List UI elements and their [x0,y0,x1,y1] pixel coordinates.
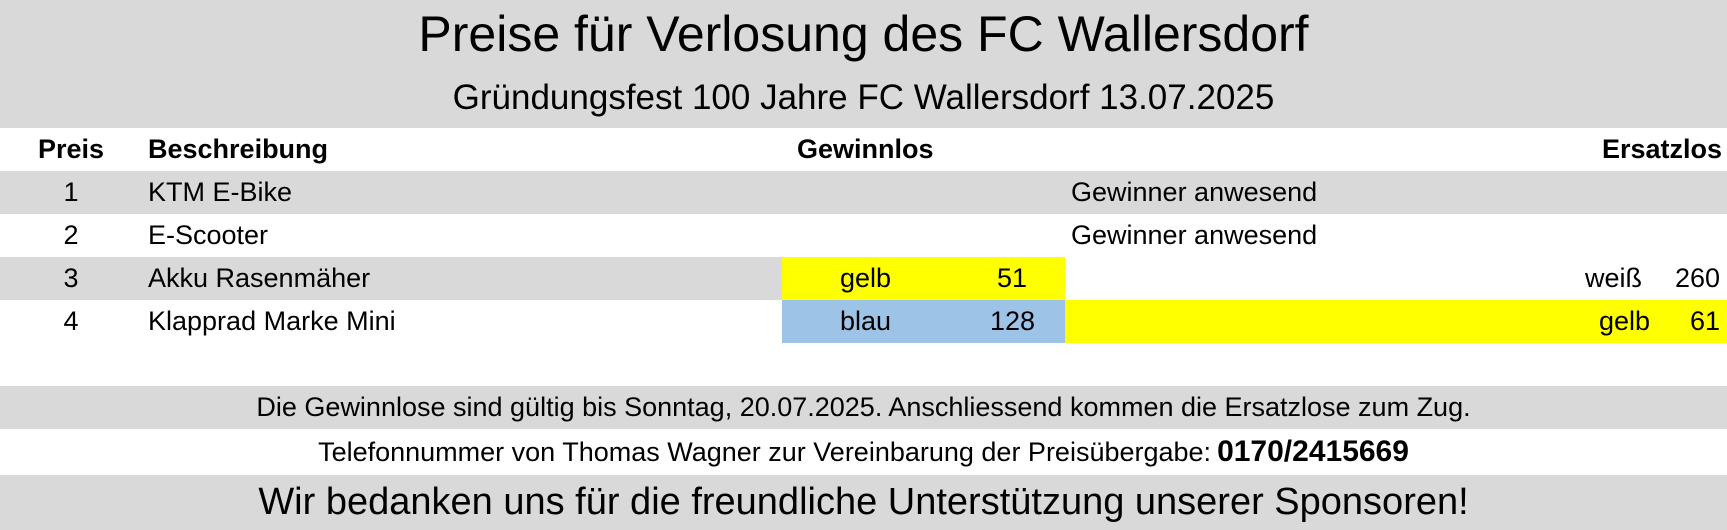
phone-line: Telefonnummer von Thomas Wagner zur Vere… [0,429,1727,475]
sponsor-thanks: Wir bedanken uns für die freundliche Unt… [0,475,1727,530]
phone-number: 0170/2415669 [1217,435,1409,468]
header-preis: Preis [37,134,105,164]
page-subtitle: Gründungsfest 100 Jahre FC Wallersdorf 1… [0,68,1727,128]
row-beschreibung: Akku Rasenmäher [148,263,371,293]
gewinnlos-cell: blau 128 [782,300,1065,343]
row-status: Gewinner anwesend [1071,220,1318,250]
ersatzlos-cell: gelb 61 [1065,300,1727,343]
header-gewinnlos: Gewinnlos [797,134,934,164]
row-status: Gewinner anwesend [1071,177,1318,207]
phone-label: Telefonnummer von Thomas Wagner zur Vere… [318,436,1212,467]
gewinnlos-cell: gelb 51 [782,257,1065,300]
validity-note: Die Gewinnlose sind gültig bis Sonntag, … [0,386,1727,429]
ersatzlos-farbe: weiß [1584,263,1642,293]
gewinnlos-nummer: 51 [996,263,1027,293]
page-title: Preise für Verlosung des FC Wallersdorf [0,0,1727,68]
header-ersatzlos: Ersatzlos [1601,134,1722,164]
row-beschreibung: E-Scooter [148,220,269,250]
gewinnlos-farbe: blau [840,306,892,336]
gewinnlos-nummer: 128 [989,306,1035,336]
ersatzlos-nummer: 61 [1689,306,1720,336]
table-row: 2 E-Scooter Gewinner anwesend [0,214,1727,257]
row-preis: 2 [63,220,79,250]
table-row: 3 Akku Rasenmäher gelb 51 weiß 260 [0,257,1727,300]
gewinnlos-farbe: gelb [840,263,892,293]
row-preis: 4 [63,306,79,336]
row-preis: 3 [63,263,79,293]
ersatzlos-nummer: 260 [1674,263,1720,293]
row-beschreibung: KTM E-Bike [148,177,293,207]
table-header-row: Preis Beschreibung Gewinnlos Ersatzlos [0,128,1727,171]
ersatzlos-farbe: gelb [1598,306,1650,336]
table-row: 4 Klapprad Marke Mini blau 128 gelb 61 [0,300,1727,343]
table-row: 1 KTM E-Bike Gewinner anwesend [0,171,1727,214]
row-preis: 1 [63,177,79,207]
ersatzlos-cell: weiß 260 [1065,257,1727,300]
row-beschreibung: Klapprad Marke Mini [148,306,396,336]
header-beschreibung: Beschreibung [148,134,329,164]
